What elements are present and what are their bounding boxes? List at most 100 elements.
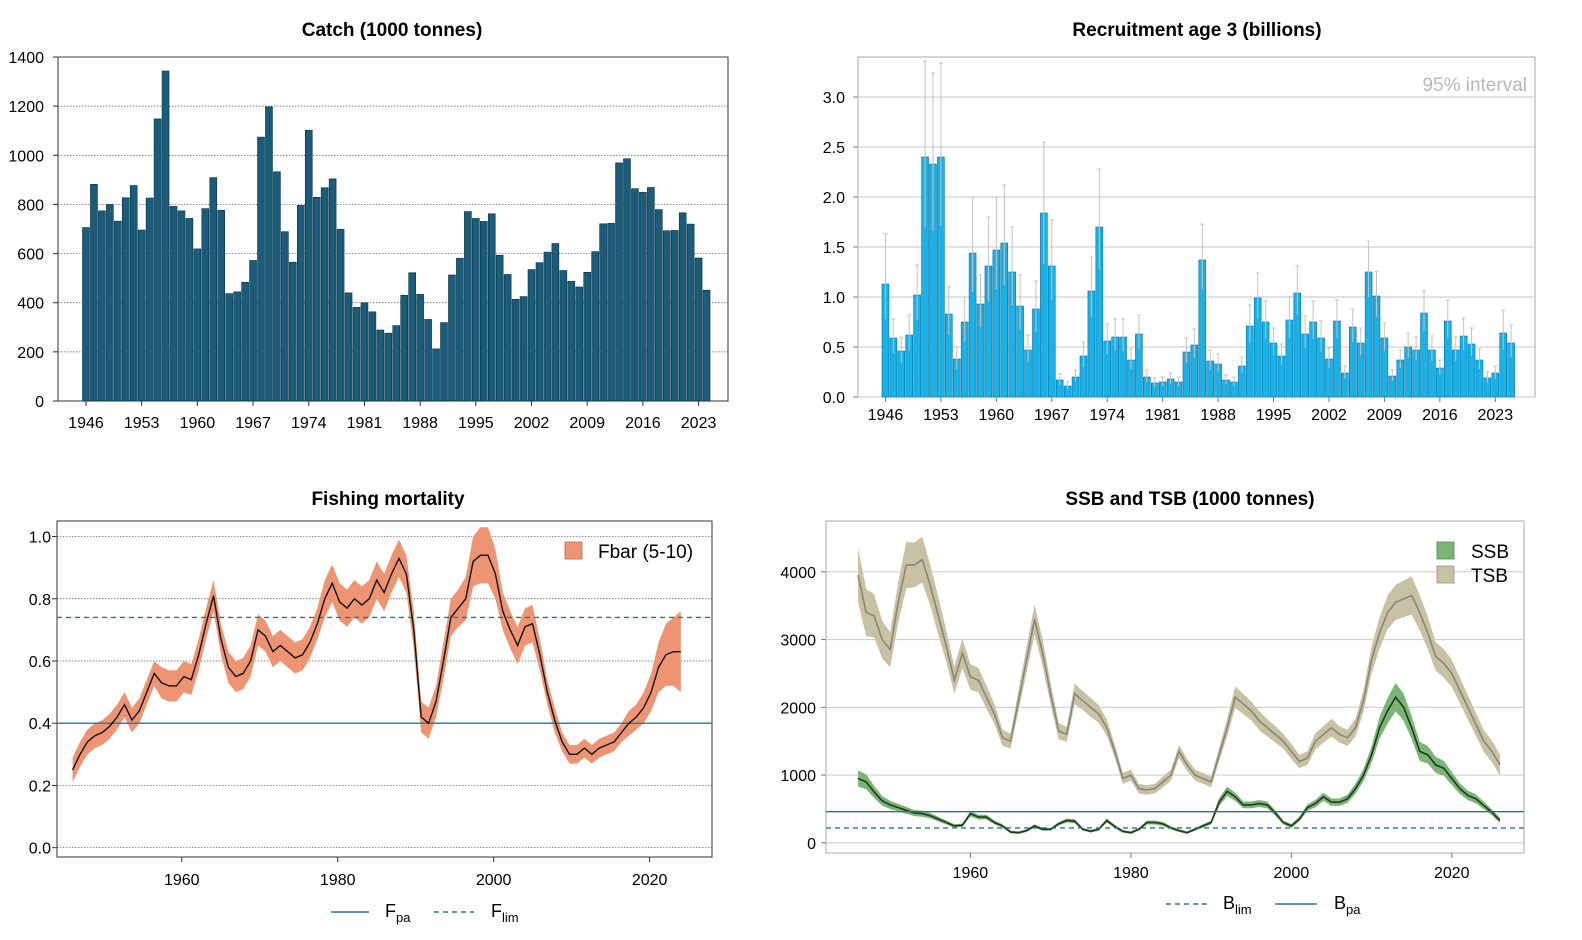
catch-bar	[479, 221, 488, 402]
catch-x-tick-label: 1953	[124, 415, 160, 432]
catch-bar	[177, 210, 186, 402]
catch-bar	[137, 229, 146, 402]
catch-bar	[352, 307, 361, 402]
catch-bar	[464, 211, 472, 402]
fishing-mortality-y-tick-label: 0.6	[29, 654, 51, 671]
ssb-tsb-chart-panel: SSB and TSB (1000 tonnes) SSB TSB Blim B…	[780, 489, 1525, 917]
catch-bar	[249, 260, 257, 402]
ssb-tsb-y-tick-label: 0	[807, 836, 816, 853]
fishing-mortality-chart-panel: Fishing mortality Fbar (5-10) Fpa Flim 0…	[29, 489, 713, 925]
catch-bar	[472, 218, 480, 402]
catch-bar	[328, 178, 337, 402]
catch-bar	[320, 187, 329, 402]
recruitment-y-tick-label: 1.0	[823, 290, 845, 307]
fishing-mortality-y-tick-label: 1.0	[29, 530, 51, 547]
catch-bar	[281, 231, 289, 402]
catch-bar	[511, 298, 520, 402]
catch-bar	[90, 183, 98, 402]
catch-bar	[106, 204, 114, 402]
catch-bar	[217, 210, 226, 402]
catch-bar	[368, 311, 377, 402]
catch-bar	[448, 274, 456, 402]
catch-y-tick-label: 1000	[8, 148, 44, 165]
fishing-mortality-x-tick-label: 2000	[476, 872, 512, 889]
catch-bar	[193, 248, 202, 402]
recruitment-x-tick-label: 2002	[1311, 407, 1347, 424]
catch-bar	[639, 192, 647, 402]
recruitment-y-tick-label: 1.5	[823, 240, 845, 257]
ssb-tsb-chart-title: SSB and TSB (1000 tonnes)	[1065, 489, 1314, 510]
catch-bar	[567, 281, 576, 402]
fishing-mortality-y-tick-label: 0.0	[29, 841, 51, 858]
ssb-confidence-band	[858, 682, 1500, 835]
catch-bar	[376, 329, 385, 402]
fishing-mortality-plot-frame	[56, 520, 713, 858]
fpa-legend-label: Fpa	[385, 901, 411, 925]
catch-y-tick-label: 800	[17, 197, 44, 214]
recruitment-x-tick-label: 1988	[1200, 407, 1236, 424]
fishing-mortality-y-tick-label: 0.8	[29, 592, 51, 609]
ssb-tsb-y-tick-label: 2000	[780, 700, 816, 717]
catch-bar	[225, 293, 233, 402]
bpa-legend-label: Bpa	[1334, 893, 1361, 917]
catch-bar	[121, 197, 130, 402]
recruitment-x-tick-label: 1974	[1089, 407, 1125, 424]
fbar-legend-label: Fbar (5-10)	[598, 542, 693, 563]
catch-y-tick-label: 0	[35, 394, 44, 411]
catch-bar	[169, 206, 178, 402]
fishing-mortality-x-tick-label: 2020	[632, 872, 668, 889]
catch-x-tick-label: 2002	[514, 415, 550, 432]
recruitment-x-tick-label: 1981	[1145, 407, 1181, 424]
ssb-tsb-y-tick-label: 3000	[780, 633, 816, 650]
catch-bar	[655, 209, 663, 402]
catch-bar	[241, 282, 249, 402]
catch-bar	[519, 296, 528, 402]
catch-y-tick-label: 600	[17, 247, 44, 264]
catch-bar	[670, 230, 679, 402]
fishing-mortality-x-tick-label: 1980	[320, 872, 356, 889]
catch-y-tick-label: 200	[17, 345, 44, 362]
fbar-line	[71, 554, 681, 771]
catch-bar	[432, 348, 440, 402]
catch-bar	[98, 210, 106, 402]
recruitment-y-tick-label: 2.0	[823, 190, 845, 207]
catch-bar	[344, 292, 353, 402]
recruitment-y-tick-label: 3.0	[823, 90, 845, 107]
catch-bar	[702, 289, 711, 402]
recruitment-y-tick-label: 0.0	[823, 390, 845, 407]
catch-bar	[273, 171, 281, 402]
catch-bar	[631, 188, 639, 402]
recruitment-x-tick-label: 2023	[1478, 407, 1514, 424]
catch-bar	[591, 251, 599, 402]
catch-bar	[583, 271, 591, 402]
catch-bar	[145, 197, 154, 402]
ssb-legend-swatch	[1436, 541, 1455, 560]
recruitment-x-tick-label: 2009	[1367, 407, 1403, 424]
ssb-tsb-x-tick-label: 1960	[953, 865, 989, 882]
catch-bar	[503, 274, 512, 402]
catch-bar	[209, 177, 218, 402]
recruitment-x-tick-label: 1967	[1034, 407, 1070, 424]
fbar-legend-swatch	[564, 541, 583, 560]
catch-x-tick-label: 1981	[347, 415, 383, 432]
catch-bar	[686, 223, 695, 402]
ssb-tsb-plot-frame	[825, 520, 1525, 854]
catch-bar	[312, 197, 321, 402]
catch-bar	[424, 319, 432, 402]
catch-x-tick-label: 1974	[291, 415, 327, 432]
recruitment-x-tick-label: 1953	[923, 407, 959, 424]
catch-bar	[400, 295, 408, 402]
catch-bar	[161, 70, 170, 402]
catch-bar	[185, 218, 194, 402]
catch-bar	[487, 213, 496, 402]
recruitment-y-tick-label: 0.5	[823, 340, 845, 357]
catch-bar	[129, 185, 138, 402]
catch-x-tick-label: 1967	[235, 415, 271, 432]
ssb-tsb-x-tick-label: 2000	[1274, 865, 1310, 882]
catch-bar	[607, 223, 615, 402]
catch-bar	[336, 228, 345, 402]
blim-legend-label: Blim	[1223, 893, 1252, 917]
catch-chart-title: Catch (1000 tonnes)	[302, 20, 483, 41]
tsb-legend-swatch	[1436, 565, 1455, 584]
